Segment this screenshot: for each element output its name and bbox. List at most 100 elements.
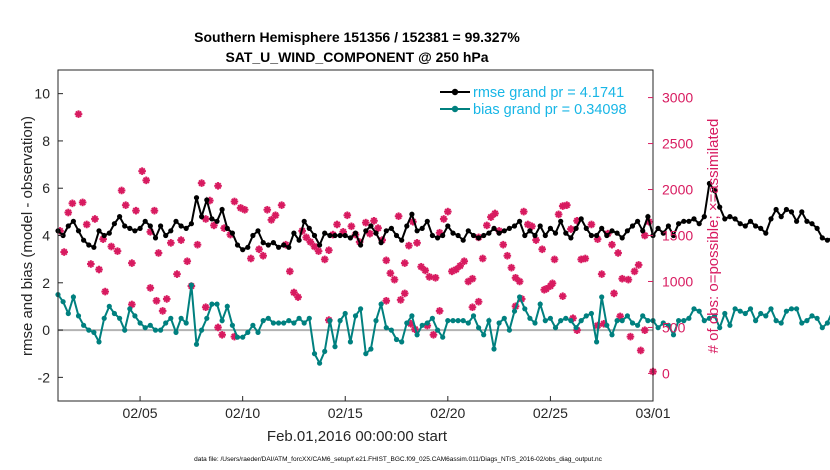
bias-point <box>758 310 764 317</box>
bias-point <box>778 320 784 326</box>
bias-point <box>388 327 394 333</box>
rmse-point <box>429 232 435 239</box>
rmse-point <box>142 218 148 224</box>
bias-point <box>624 313 631 319</box>
rmse-point <box>152 235 159 241</box>
obs-assimilated-marker <box>78 198 87 207</box>
rmse-point <box>701 214 707 220</box>
obs-assimilated-marker <box>515 277 524 286</box>
bias-point <box>450 318 456 324</box>
obs-assimilated-marker <box>240 205 249 214</box>
bias-point <box>81 322 87 328</box>
bias-point <box>199 327 205 333</box>
footnote: data file: /Users/raeder/DAI/ATM_forcXX/… <box>194 456 603 463</box>
rmse-point <box>147 223 153 229</box>
y-axis-right-label: # of obs: o=possible; ×=assimilated <box>705 119 722 354</box>
rmse-point <box>758 225 764 231</box>
legend-bias-label: bias grand pr = 0.34098 <box>473 102 627 118</box>
obs-assimilated-marker <box>624 275 633 284</box>
rmse-point <box>106 230 112 236</box>
obs-assimilated-marker <box>247 254 255 263</box>
rmse-point <box>240 247 246 253</box>
rmse-point <box>86 242 92 248</box>
rmse-point <box>209 216 215 222</box>
rmse-point <box>450 230 456 236</box>
rmse-point <box>481 232 487 239</box>
obs-assimilated-marker <box>400 289 409 298</box>
obs-assimilated-marker <box>154 249 163 257</box>
bias-point <box>701 318 707 324</box>
bias-point <box>183 320 189 326</box>
rmse-point <box>199 214 205 220</box>
obs-assimilated-marker <box>320 255 329 264</box>
rmse-point <box>491 225 497 231</box>
rmse-point <box>522 232 528 239</box>
bias-point <box>111 310 117 317</box>
rmse-point <box>732 216 738 222</box>
y-left-tick-label: -2 <box>38 369 51 385</box>
obs-assimilated-marker <box>68 199 77 208</box>
bias-point <box>163 320 169 326</box>
obs-assimilated-marker <box>128 259 136 267</box>
obs-assimilated-marker <box>382 296 391 305</box>
obs-assimilated-marker <box>259 251 267 260</box>
bias-point <box>296 315 302 321</box>
bias-point <box>481 332 487 338</box>
rmse-point <box>681 218 687 224</box>
obs-assimilated-marker <box>626 332 635 341</box>
rmse-point <box>358 242 364 248</box>
bias-point <box>691 306 697 312</box>
bias-point <box>460 318 466 324</box>
rmse-point <box>799 209 805 215</box>
rmse-point <box>583 225 589 231</box>
y-left-tick-label: 8 <box>42 133 50 149</box>
rmse-point <box>824 237 830 243</box>
rmse-point <box>763 230 769 236</box>
obs-assimilated-marker <box>503 251 512 260</box>
obs-assimilated-marker <box>608 240 616 249</box>
rmse-point <box>158 223 164 229</box>
rmse-point <box>588 232 595 239</box>
bias-point <box>127 306 133 312</box>
rmse-point <box>819 235 825 241</box>
obs-assimilated-marker <box>107 242 116 251</box>
obs-assimilated-marker <box>214 323 222 332</box>
obs-assimilated-marker <box>82 220 91 229</box>
bias-point <box>399 339 405 345</box>
bias-point <box>588 310 595 317</box>
bias-point <box>568 318 574 324</box>
obs-assimilated-marker <box>60 248 68 256</box>
rmse-point <box>691 216 697 222</box>
obs-assimilated-marker <box>614 249 622 257</box>
bias-point <box>527 315 533 321</box>
rmse-point <box>414 228 420 234</box>
bias-point <box>604 322 610 328</box>
bias-point <box>214 301 220 307</box>
obs-assimilated-marker <box>630 267 639 276</box>
obs-assimilated-marker <box>177 236 185 244</box>
bias-point <box>86 327 92 333</box>
rmse-point <box>250 232 256 239</box>
rmse-point <box>552 230 559 236</box>
bias-point <box>332 344 338 350</box>
bias-point <box>250 322 256 328</box>
rmse-point <box>809 221 815 227</box>
rmse-point <box>655 225 661 231</box>
obs-assimilated-marker <box>117 186 126 195</box>
rmse-point <box>614 230 620 236</box>
obs-assimilated-marker <box>460 257 469 266</box>
rmse-point <box>717 204 723 210</box>
rmse-point <box>296 237 302 243</box>
rmse-point <box>527 228 533 234</box>
rmse-point <box>327 232 333 239</box>
bias-point <box>599 294 605 300</box>
right-axis: 0 500 1000 1500 2000 2500 3000 <box>648 90 693 381</box>
bias-point <box>511 308 518 314</box>
obs-assimilated-marker <box>101 287 109 296</box>
bias-point <box>219 318 225 324</box>
bias-point <box>712 313 718 319</box>
bias-point <box>276 320 282 326</box>
bias-point <box>193 341 200 347</box>
rmse-point <box>352 230 359 236</box>
rmse-point <box>645 214 651 220</box>
